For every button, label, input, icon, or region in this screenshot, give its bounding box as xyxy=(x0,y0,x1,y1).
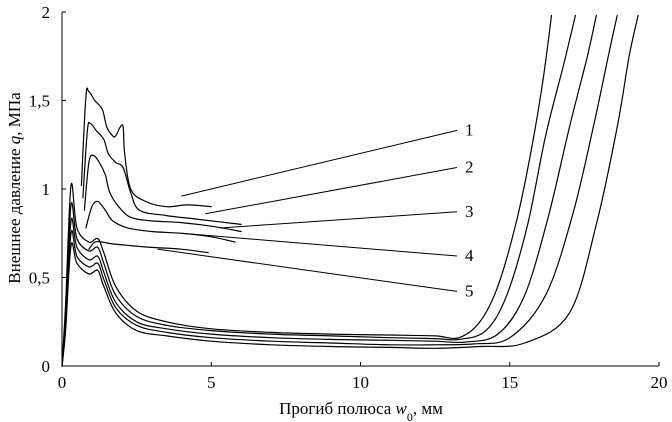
leader-line-4 xyxy=(181,232,458,257)
y-tick-label: 1 xyxy=(42,180,51,199)
y-axis-title-unit: , МПа xyxy=(5,92,24,136)
series-1-main-curve xyxy=(61,14,553,367)
series-4-main-curve xyxy=(61,14,618,367)
curve-label-5: 5 xyxy=(465,281,474,300)
x-tick-label: 5 xyxy=(207,373,216,392)
leader-line-3 xyxy=(220,211,458,229)
y-tick-label: 0 xyxy=(42,357,51,376)
x-tick-label: 0 xyxy=(58,373,67,392)
series-3-upper-curve xyxy=(83,154,242,233)
leader-line-2 xyxy=(205,167,458,215)
leader-line-1 xyxy=(181,129,458,197)
x-axis-title-var: w xyxy=(396,399,408,418)
series-3-main-curve xyxy=(61,14,597,367)
series-2-main-curve xyxy=(61,14,576,367)
axes xyxy=(61,11,660,367)
curve-annotations: 1 2 3 4 5 xyxy=(157,120,474,300)
curve-label-3: 3 xyxy=(465,202,474,221)
y-tick-label: 1,5 xyxy=(29,92,50,111)
curve-label-2: 2 xyxy=(465,158,474,177)
curve-label-4: 4 xyxy=(465,246,474,265)
series-5-main-curve xyxy=(61,14,639,367)
x-axis-title: Прогиб полюса w0, мм xyxy=(279,399,443,422)
series-5-upper-curve xyxy=(88,240,209,254)
x-tick-label: 20 xyxy=(651,373,668,392)
series-lines xyxy=(61,14,639,367)
series-1-upper-curve xyxy=(80,87,212,208)
y-axis-title-var: q xyxy=(5,135,24,144)
curve-label-1: 1 xyxy=(465,120,474,139)
x-axis-title-unit: , мм xyxy=(413,399,443,418)
y-tick-label: 2 xyxy=(42,3,51,22)
y-axis-title-main: Внешнее давление xyxy=(5,144,24,284)
x-tick-label: 15 xyxy=(501,373,518,392)
y-tick-label: 0,5 xyxy=(29,269,50,288)
x-axis-title-sub: 0 xyxy=(407,410,413,422)
x-axis-title-main: Прогиб полюса xyxy=(279,399,395,418)
leader-line-5 xyxy=(157,248,458,292)
series-2-upper-curve xyxy=(82,121,242,225)
y-axis-title: Внешнее давление q, МПа xyxy=(5,92,24,284)
x-tick-label: 10 xyxy=(352,373,369,392)
